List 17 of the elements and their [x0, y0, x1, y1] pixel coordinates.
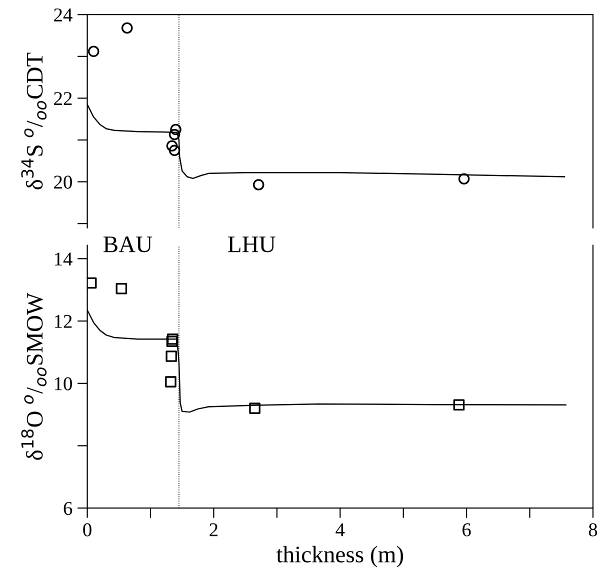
y-tick-label: 6: [64, 502, 72, 516]
x-tick-label: 8: [588, 523, 598, 536]
y-tick-label: 14: [54, 252, 72, 266]
x-tick-label: 0: [83, 523, 92, 536]
annotation: BAU: [103, 236, 152, 252]
y-tick-label: 20: [54, 176, 72, 189]
y-tick-label: 12: [54, 314, 72, 328]
x-tick-label: 6: [462, 523, 471, 536]
y-tick-label: 22: [54, 92, 72, 105]
x-tick-label: 4: [336, 523, 345, 536]
x-tick-label: 2: [210, 523, 218, 536]
x-axis-title: thickness (m): [276, 546, 404, 568]
annotation: LHU: [228, 236, 276, 252]
y-axis-title: δ$^{18}$O $^{o}$/$_{oo}$SMOW: [21, 292, 47, 460]
y-axis-title: δ$^{34}$S $^{o}$/$_{oo}$CDT: [21, 52, 47, 190]
y-tick-label: 24: [54, 8, 72, 22]
y-tick-label: 10: [54, 377, 72, 390]
